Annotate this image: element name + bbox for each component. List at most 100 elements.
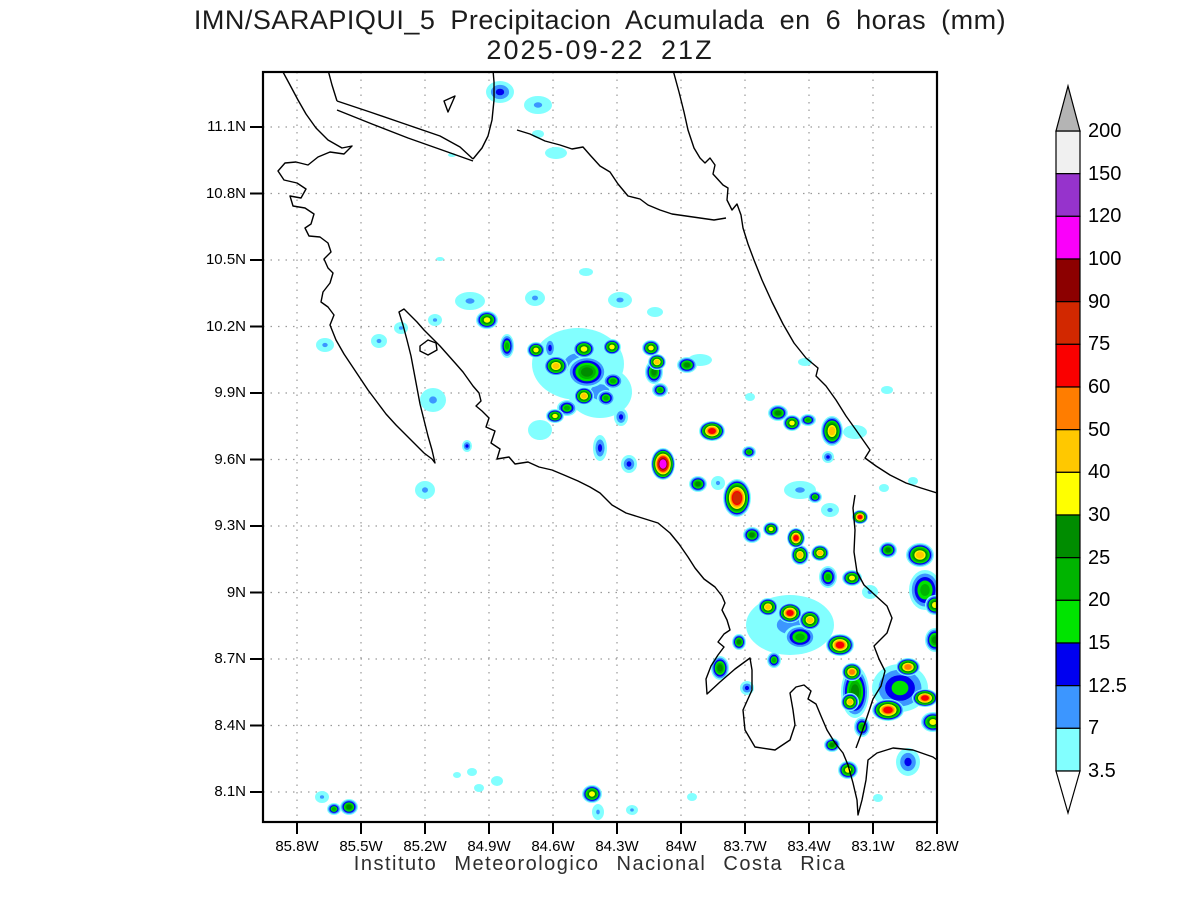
precip-cell: [394, 322, 408, 334]
colorbar-segment: [1055, 599, 1081, 644]
lat-label: 11.1N: [207, 118, 246, 135]
precip-cell: [546, 409, 564, 423]
precip-cell: [881, 386, 893, 394]
precip-cell: [925, 628, 937, 652]
colorbar-over-arrow: [1055, 83, 1081, 132]
precip-contour: [749, 532, 755, 538]
precip-contour: [491, 776, 503, 786]
precip-cell: [371, 334, 387, 348]
precip-contour: [795, 633, 805, 641]
precip-cell: [740, 681, 754, 695]
colorbar-label: 150: [1088, 162, 1122, 185]
precip-cell: [879, 542, 897, 558]
precip-cell: [908, 477, 918, 485]
precip-contour: [715, 480, 721, 486]
precip-cell: [745, 393, 755, 401]
precip-cell: [574, 387, 594, 405]
precip-contour: [552, 363, 560, 369]
precip-contour: [581, 367, 593, 377]
precip-contour: [908, 477, 918, 485]
precip-contour: [873, 794, 883, 802]
coastline: [327, 72, 338, 102]
precip-contour: [847, 699, 853, 705]
precip-cell: [758, 598, 778, 616]
precip-cell: [854, 717, 870, 737]
precip-contour: [533, 347, 539, 353]
precip-cell: [476, 311, 498, 329]
coastline: [472, 72, 495, 160]
precip-cell: [906, 543, 934, 567]
lat-label: 8.7N: [214, 650, 246, 667]
map-title: IMN/SARAPIQUI_5 Precipitacion Acumulada …: [193, 5, 1007, 35]
colorbar-label: 75: [1088, 333, 1111, 356]
colorbar-label: 7: [1088, 717, 1100, 740]
coastline: [336, 109, 474, 162]
precip-contour: [532, 130, 544, 138]
precip-cell: [567, 356, 607, 388]
precip-cell: [824, 738, 840, 752]
precip-contour: [528, 420, 552, 440]
precip-contour: [504, 342, 510, 350]
precip-cell: [648, 354, 666, 370]
map-datetime: 2025-09-22 21Z: [486, 35, 714, 65]
precip-cell: [791, 545, 809, 565]
lon-label: 85.2W: [403, 838, 447, 855]
precip-cell: [544, 337, 556, 359]
precip-contour: [533, 102, 543, 108]
precip-cell: [603, 339, 621, 355]
precip-contour: [786, 610, 794, 616]
precip-cell: [784, 481, 816, 499]
precip-cell: [841, 693, 859, 711]
precip-cell: [896, 658, 920, 676]
precip-cell: [842, 663, 862, 681]
precip-contour: [684, 362, 690, 368]
precip-cell: [783, 415, 801, 431]
precip-cell: [428, 314, 442, 326]
precip-cell: [545, 147, 567, 159]
footer-credit: Instituto Meteorologico Nacional Costa R…: [353, 853, 847, 875]
precip-cell: [925, 595, 937, 615]
precip-contour: [376, 338, 382, 344]
precip-contour: [545, 147, 567, 159]
colorbar-segment: [1055, 557, 1081, 601]
precip-cell: [593, 435, 607, 461]
precip-contour: [609, 344, 615, 350]
precip-cell: [742, 446, 756, 458]
precip-contour: [467, 768, 477, 776]
precip-contour: [849, 575, 855, 581]
precip-cell: [582, 785, 602, 803]
precip-cell: [455, 292, 485, 310]
precip-contour: [885, 547, 891, 553]
precip-contour: [552, 413, 558, 419]
precip-cell: [699, 421, 725, 441]
precip-contour: [812, 495, 818, 499]
precip-contour: [736, 639, 742, 645]
precip-cell: [500, 334, 514, 358]
precip-contour: [331, 807, 337, 811]
precip-cell: [528, 420, 552, 440]
precip-contour: [453, 772, 461, 778]
precip-cell: [687, 793, 697, 801]
precip-contour: [322, 342, 328, 348]
precip-cell: [525, 290, 545, 306]
lon-label: 84W: [665, 838, 697, 855]
precip-cell: [621, 455, 637, 473]
colorbar-label: 30: [1088, 504, 1111, 526]
precip-cell: [778, 603, 802, 623]
precip-cell: [811, 545, 829, 561]
coastline-layer: [277, 72, 937, 816]
precip-cell: [711, 656, 729, 680]
precip-cell: [603, 373, 623, 389]
precip-cell: [677, 357, 697, 373]
precip-contour: [616, 297, 624, 303]
precip-contour: [596, 809, 600, 815]
precip-contour: [768, 526, 774, 532]
lat-label: 9.3N: [214, 517, 246, 534]
lon-label: 82.8W: [915, 838, 959, 855]
precip-contour: [929, 719, 937, 725]
precip-contour: [474, 784, 484, 792]
precip-cell: [614, 408, 628, 426]
lat-label: 10.8N: [205, 184, 246, 202]
